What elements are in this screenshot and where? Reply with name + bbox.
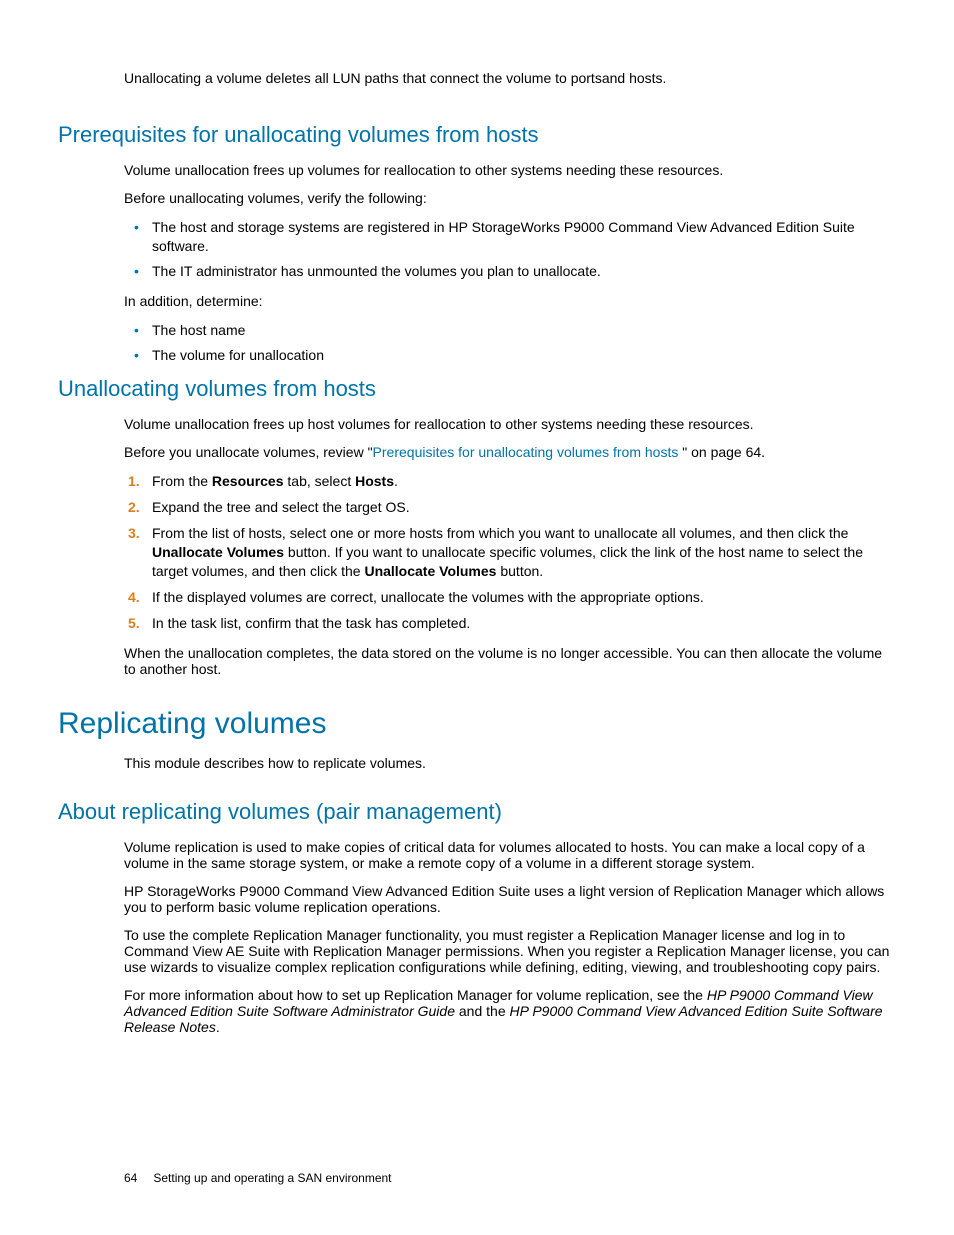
step-item: From the list of hosts, select one or mo… [124, 524, 896, 581]
body-text: When the unallocation completes, the dat… [124, 645, 896, 677]
bullet-list: The host name The volume for unallocatio… [124, 321, 896, 365]
footer-chapter: Setting up and operating a SAN environme… [153, 1171, 391, 1185]
list-item: The host name [124, 321, 896, 340]
ui-term: Unallocate Volumes [152, 544, 284, 560]
section-heading-unallocating: Unallocating volumes from hosts [58, 376, 896, 402]
body-text: Volume unallocation frees up host volume… [124, 416, 896, 432]
list-item: The volume for unallocation [124, 346, 896, 365]
cross-reference-link[interactable]: Prerequisites for unallocating volumes f… [373, 444, 683, 460]
bullet-list: The host and storage systems are registe… [124, 218, 896, 281]
text-fragment: For more information about how to set up… [124, 987, 707, 1003]
step-item: In the task list, confirm that the task … [124, 614, 896, 633]
section-heading-replicating: Replicating volumes [58, 707, 896, 741]
list-item: The IT administrator has unmounted the v… [124, 262, 896, 281]
step-item: Expand the tree and select the target OS… [124, 498, 896, 517]
section-heading-prerequisites: Prerequisites for unallocating volumes f… [58, 122, 896, 148]
text-fragment: " on page 64. [682, 444, 765, 460]
body-text: Before you unallocate volumes, review "P… [124, 444, 896, 460]
body-text: This module describes how to replicate v… [124, 755, 896, 771]
body-text: In addition, determine: [124, 293, 896, 309]
body-text: Before unallocating volumes, verify the … [124, 190, 896, 206]
step-item: If the displayed volumes are correct, un… [124, 588, 896, 607]
section4-body: Volume replication is used to make copie… [124, 839, 896, 1035]
list-item: The host and storage systems are registe… [124, 218, 896, 256]
body-text: For more information about how to set up… [124, 987, 896, 1035]
text-fragment: . [216, 1019, 220, 1035]
ordered-steps: From the Resources tab, select Hosts. Ex… [124, 472, 896, 632]
text-fragment: and the [455, 1003, 510, 1019]
section3-body: This module describes how to replicate v… [124, 755, 896, 771]
section2-body: Volume unallocation frees up host volume… [124, 416, 896, 676]
body-text: To use the complete Replication Manager … [124, 927, 896, 975]
body-text: Volume unallocation frees up volumes for… [124, 162, 896, 178]
text-fragment: Before you unallocate volumes, review " [124, 444, 373, 460]
body-text: Volume replication is used to make copie… [124, 839, 896, 871]
body-text: HP StorageWorks P9000 Command View Advan… [124, 883, 896, 915]
ui-term: Hosts [355, 473, 394, 489]
section1-body: Volume unallocation frees up volumes for… [124, 162, 896, 364]
text-fragment: button. [496, 563, 543, 579]
document-page: Unallocating a volume deletes all LUN pa… [0, 0, 954, 1235]
text-fragment: . [394, 473, 398, 489]
ui-term: Unallocate Volumes [364, 563, 496, 579]
intro-paragraph: Unallocating a volume deletes all LUN pa… [124, 70, 896, 86]
text-fragment: From the [152, 473, 212, 489]
ui-term: Resources [212, 473, 284, 489]
step-item: From the Resources tab, select Hosts. [124, 472, 896, 491]
page-number: 64 [124, 1171, 137, 1185]
section-heading-about-replicating: About replicating volumes (pair manageme… [58, 799, 896, 825]
page-footer: 64 Setting up and operating a SAN environ… [124, 1171, 392, 1185]
text-fragment: tab, select [284, 473, 356, 489]
text-fragment: From the list of hosts, select one or mo… [152, 525, 848, 541]
